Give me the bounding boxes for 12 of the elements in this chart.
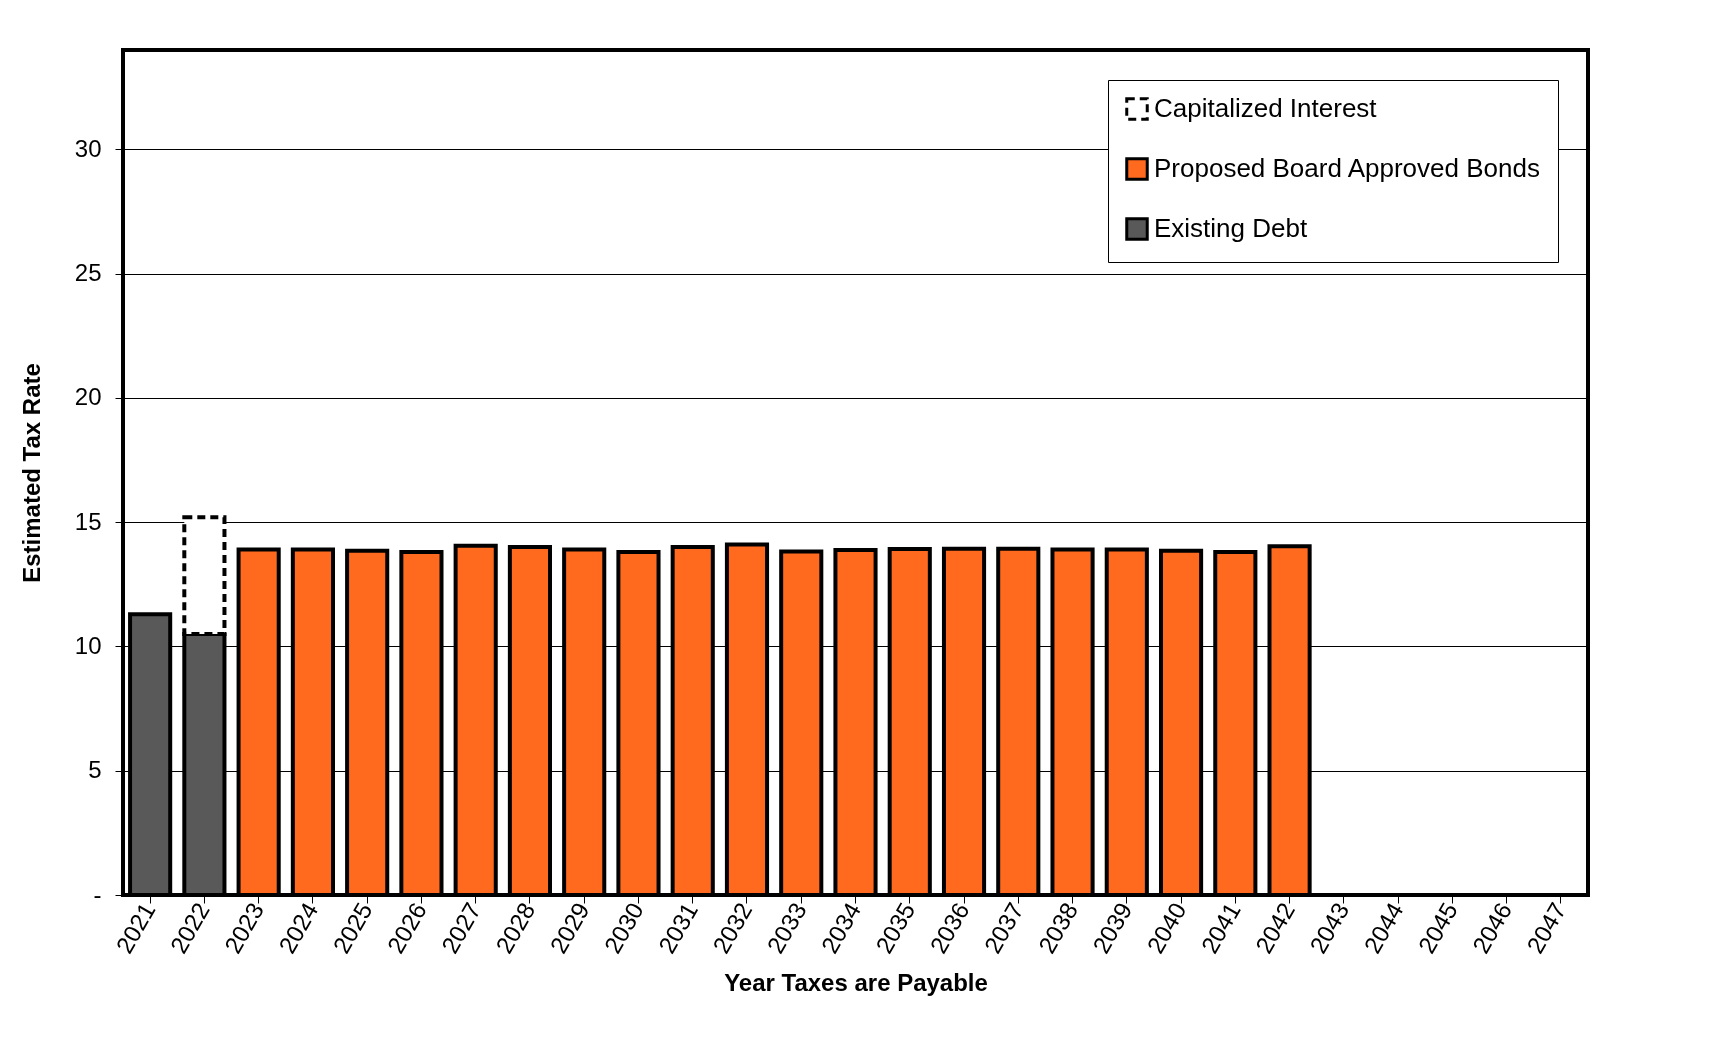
legend-label: Existing Debt: [1154, 213, 1308, 243]
legend-label: Capitalized Interest: [1154, 93, 1378, 123]
y-tick-label: 5: [88, 756, 102, 784]
x-axis-title: Year Taxes are Payable: [724, 968, 988, 996]
y-axis-title: Estimated Tax Rate: [17, 363, 45, 583]
y-tick-label: -: [93, 880, 102, 908]
y-tick-label: 25: [74, 259, 102, 287]
y-tick-label: 30: [74, 134, 102, 162]
y-tick-label: 15: [74, 507, 102, 535]
legend-label: Proposed Board Approved Bonds: [1154, 153, 1540, 183]
y-tick-label: 20: [74, 383, 102, 411]
y-tick-label: 10: [74, 631, 102, 659]
